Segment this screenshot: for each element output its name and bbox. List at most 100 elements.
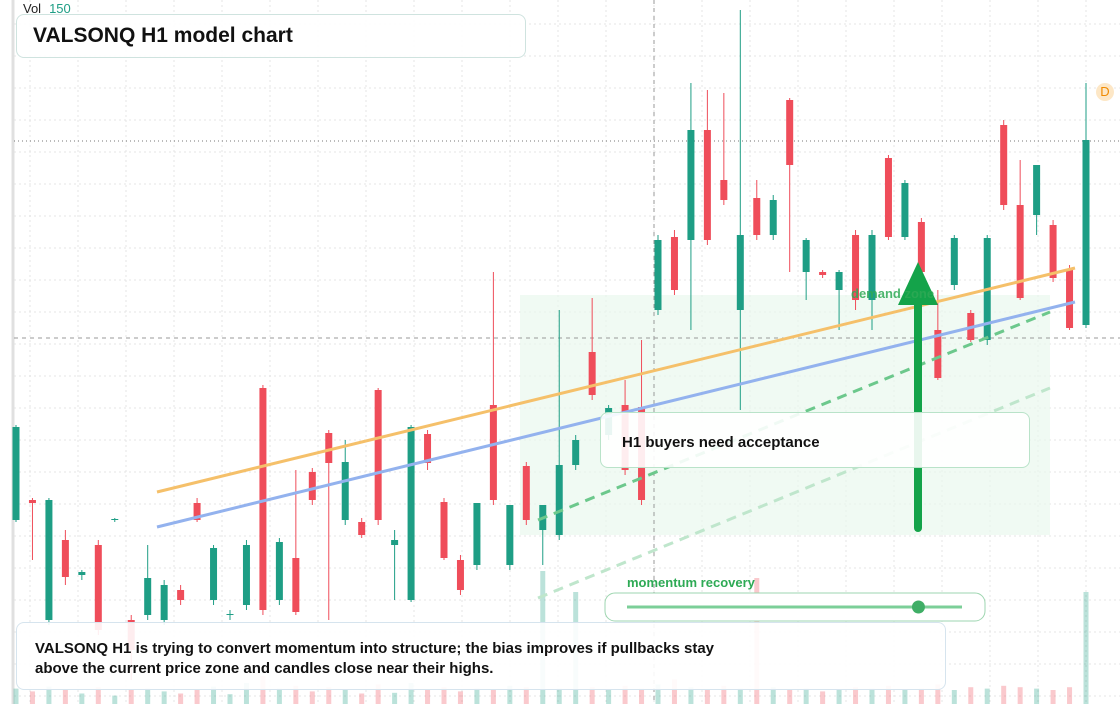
- candle-body: [391, 540, 399, 545]
- candle-body: [407, 427, 415, 600]
- volume-value: 150: [49, 1, 71, 16]
- volume-bar: [1034, 688, 1040, 704]
- candle-body: [45, 500, 53, 620]
- volume-bar: [326, 687, 332, 704]
- volume-bar: [968, 687, 974, 704]
- candle-body: [934, 330, 942, 378]
- volume-bar: [721, 685, 727, 704]
- candle-body: [193, 503, 201, 520]
- candle-body: [358, 522, 366, 535]
- candle-body: [917, 222, 925, 272]
- volume-bar: [359, 693, 365, 704]
- volume-bar: [836, 690, 842, 704]
- volume-bar: [935, 684, 941, 704]
- candle-body: [489, 405, 497, 500]
- volume-bar: [704, 690, 710, 704]
- volume-bar: [589, 687, 595, 704]
- volume-bar: [128, 690, 134, 704]
- candle-body: [670, 237, 678, 290]
- volume-bar: [474, 688, 480, 704]
- volume-bar: [293, 685, 299, 704]
- volume-bar: [490, 690, 496, 704]
- volume-bar: [622, 685, 628, 704]
- slider-label: momentum recovery: [627, 575, 755, 590]
- candle-body: [374, 390, 382, 520]
- volume-bar: [951, 690, 957, 704]
- arrow-head: [898, 262, 938, 305]
- candle-body: [522, 466, 530, 520]
- volume-bar: [79, 693, 85, 704]
- volume-bar: [62, 690, 68, 704]
- candle-body: [901, 183, 909, 237]
- candle-body: [736, 235, 744, 310]
- candle-body: [275, 542, 283, 600]
- candle-body: [555, 465, 563, 535]
- badge[interactable]: D: [1096, 83, 1114, 101]
- note: VALSONQ H1 is trying to convert momentum…: [16, 622, 946, 690]
- candle-body: [1066, 270, 1074, 328]
- candle-body: [341, 462, 349, 520]
- candle-body: [144, 578, 152, 615]
- candle-body: [177, 590, 185, 600]
- candle-body: [720, 180, 728, 200]
- candle-body: [1000, 125, 1008, 205]
- candle-body: [802, 240, 810, 272]
- candle-body: [687, 130, 695, 240]
- volume-bar: [556, 688, 562, 704]
- volume-bar: [13, 688, 19, 704]
- volume-bar: [161, 691, 167, 704]
- candle-body: [588, 352, 596, 395]
- zone-label: demand zone: [851, 286, 935, 301]
- volume-bar: [309, 691, 315, 704]
- candle-body: [703, 130, 711, 240]
- volume-bar: [688, 687, 694, 704]
- candle-body: [424, 434, 432, 463]
- candle-body: [242, 545, 250, 605]
- slider-knob: [911, 600, 925, 614]
- candle-body: [440, 502, 448, 558]
- volume-bar: [803, 688, 809, 704]
- candle-body: [111, 519, 119, 520]
- candle-body: [1082, 140, 1090, 325]
- volume-bar: [1001, 685, 1007, 704]
- candle-body: [226, 614, 234, 615]
- volume-bar: [227, 694, 233, 704]
- volume-bar: [1083, 592, 1089, 704]
- volume-bar: [29, 691, 35, 704]
- volume-bar: [787, 690, 793, 704]
- volume-bar: [737, 688, 743, 704]
- candle-body: [654, 240, 662, 310]
- volume-bar: [425, 690, 431, 704]
- candle-body: [786, 100, 794, 165]
- volume-bar: [1050, 690, 1056, 704]
- candle-body: [473, 503, 481, 565]
- volume-bar: [523, 687, 529, 704]
- volume-bar: [46, 686, 52, 704]
- candle-body: [456, 560, 464, 590]
- candle-body: [819, 272, 827, 275]
- volume-bar: [1017, 687, 1023, 704]
- volume-bar: [984, 688, 990, 704]
- volume-bar: [276, 688, 282, 704]
- candle-body: [160, 585, 168, 620]
- candle-body: [61, 540, 69, 577]
- candle-body: [950, 238, 958, 285]
- candle-body: [1016, 205, 1024, 298]
- volume-bar: [655, 684, 661, 704]
- candle-body: [292, 558, 300, 612]
- volume-bar: [392, 692, 398, 704]
- volume-bar: [194, 690, 200, 704]
- volume-bar: [606, 690, 612, 704]
- candle-body: [852, 235, 860, 300]
- volume-bar: [770, 687, 776, 704]
- volume-bar: [507, 685, 513, 704]
- volume-bar: [869, 688, 875, 704]
- volume-bar: [95, 687, 101, 704]
- volume-bar: [408, 683, 414, 704]
- candle-body: [259, 388, 267, 610]
- candle-body: [1033, 165, 1041, 215]
- volume-bar: [260, 676, 266, 704]
- candle-body: [506, 505, 514, 565]
